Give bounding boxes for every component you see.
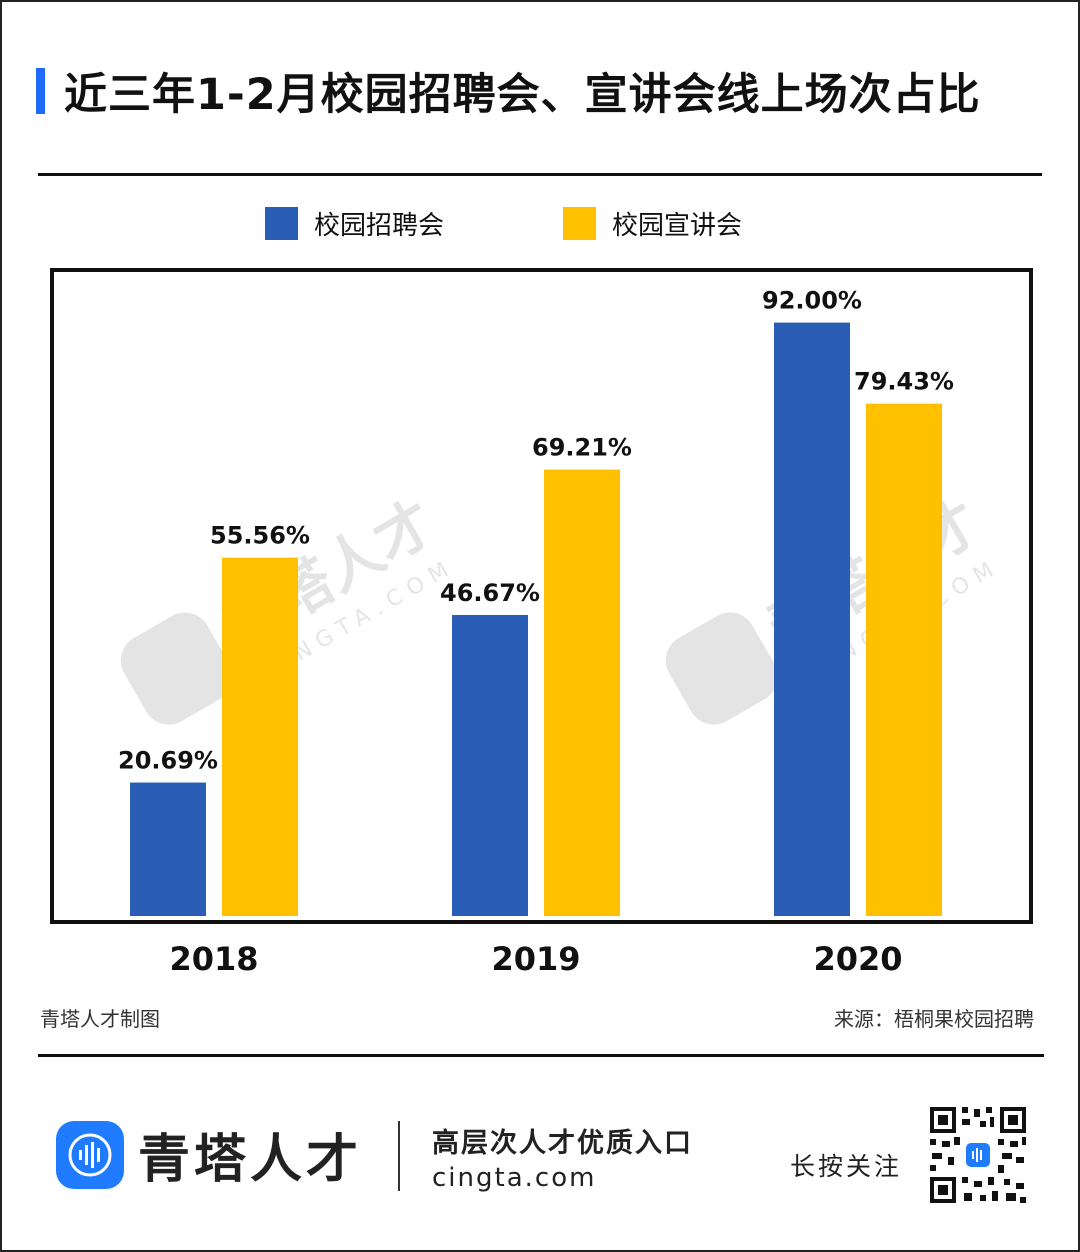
title-accent-bar — [36, 68, 45, 114]
bar-chart: 青塔人才CINGTA.COM青塔人才CINGTA.COM20.69%55.56%… — [118, 287, 1005, 978]
brand-url[interactable]: cingta.com — [432, 1163, 597, 1193]
x-tick-label-2018: 2018 — [169, 940, 258, 978]
brand-slogan: 高层次人才优质入口 — [432, 1128, 693, 1159]
data-label-2018-series-1: 55.56% — [210, 522, 310, 550]
bottom-divider — [38, 1054, 1044, 1057]
x-tick-label-2019: 2019 — [491, 940, 580, 978]
soundwave-icon — [56, 1121, 124, 1189]
brand-name: 青塔人才 — [138, 1129, 363, 1190]
credit-note: 青塔人才制图 — [40, 1007, 160, 1031]
qr-code-icon[interactable] — [928, 1105, 1028, 1205]
legend-item-recruitment: 校园招聘会 — [265, 205, 444, 242]
bar-2020-series-0 — [774, 322, 850, 917]
source-note: 来源：梧桐果校园招聘 — [834, 1007, 1034, 1031]
top-divider — [38, 173, 1042, 176]
bar-2018-series-1 — [222, 557, 298, 916]
chart-legend: 校园招聘会 校园宣讲会 — [0, 205, 1080, 245]
data-label-2020-series-0: 92.00% — [762, 287, 862, 315]
chart-title: 近三年1-2月校园招聘会、宣讲会线上场次占比 — [64, 70, 981, 120]
bar-2020-series-1 — [866, 403, 942, 916]
legend-swatch-presentation — [563, 207, 596, 240]
bar-2018-series-0 — [130, 782, 206, 916]
bar-2019-series-1 — [544, 469, 620, 916]
data-label-2020-series-1: 79.43% — [854, 368, 954, 396]
bar-2019-series-0 — [452, 614, 528, 916]
legend-label-presentation: 校园宣讲会 — [612, 211, 743, 241]
data-label-2019-series-0: 46.67% — [440, 579, 540, 607]
data-label-2019-series-1: 69.21% — [532, 434, 632, 462]
legend-swatch-recruitment — [265, 207, 298, 240]
follow-prompt: 长按关注 — [790, 1152, 903, 1181]
legend-label-recruitment: 校园招聘会 — [314, 211, 445, 241]
legend-item-presentation: 校园宣讲会 — [563, 205, 742, 242]
brand-footer: 青塔人才 高层次人才优质入口 cingta.com 长按关注 — [0, 1095, 1080, 1225]
brand-divider — [398, 1121, 400, 1191]
x-tick-label-2020: 2020 — [813, 940, 902, 978]
data-label-2018-series-0: 20.69% — [118, 747, 218, 775]
